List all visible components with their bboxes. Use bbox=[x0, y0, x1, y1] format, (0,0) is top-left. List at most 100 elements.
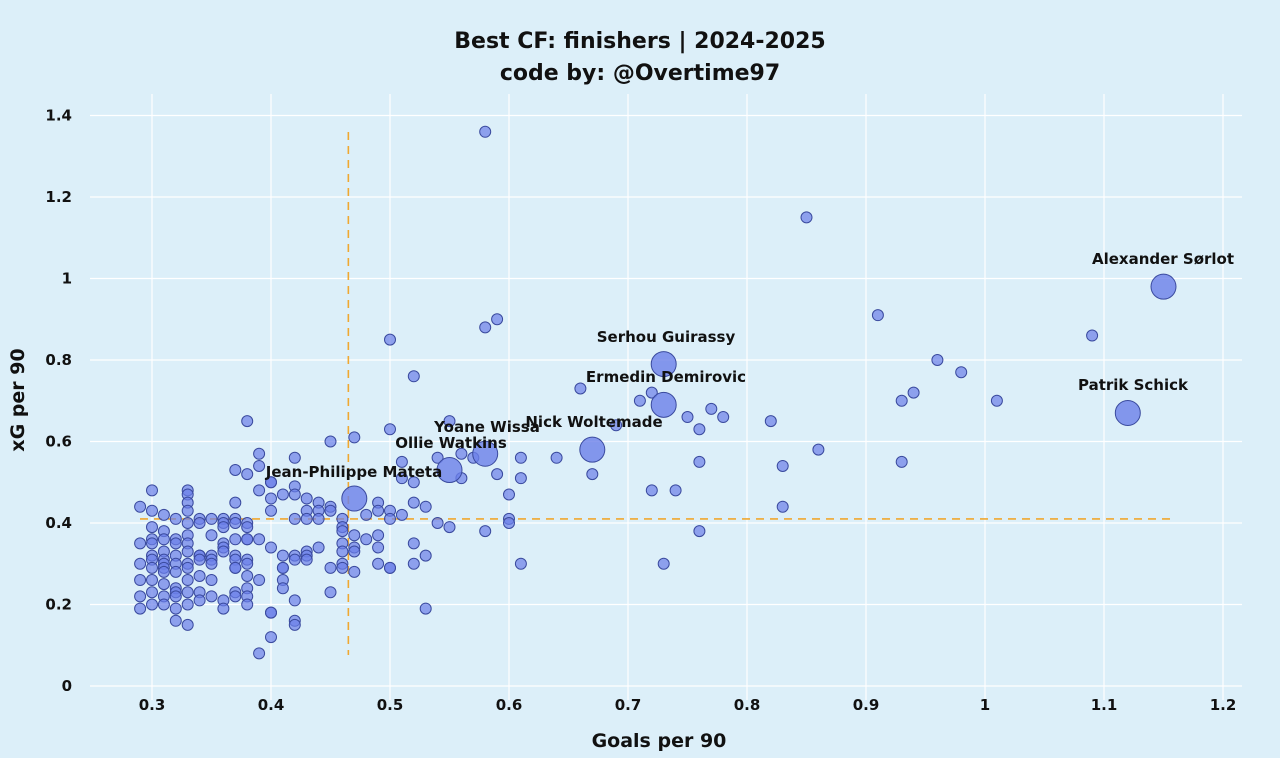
data-point bbox=[395, 472, 408, 485]
data-point bbox=[276, 488, 289, 501]
data-point bbox=[181, 574, 194, 587]
x-axis-label: Goals per 90 bbox=[592, 730, 727, 752]
data-point bbox=[265, 504, 277, 517]
data-point bbox=[336, 525, 349, 538]
highlighted-point bbox=[1114, 399, 1141, 426]
data-point bbox=[288, 618, 301, 631]
data-point bbox=[348, 545, 361, 558]
data-point bbox=[229, 590, 242, 603]
data-point bbox=[395, 455, 408, 468]
data-point bbox=[300, 492, 313, 505]
data-point bbox=[288, 553, 301, 566]
data-point bbox=[276, 549, 289, 562]
x-tick-label: 0.7 bbox=[615, 696, 642, 714]
data-point bbox=[181, 598, 194, 611]
data-point bbox=[990, 394, 1003, 407]
data-point bbox=[431, 517, 444, 529]
data-point bbox=[146, 521, 158, 534]
data-point bbox=[324, 561, 337, 574]
data-point bbox=[1086, 329, 1099, 342]
data-point bbox=[229, 533, 242, 546]
data-point bbox=[241, 598, 254, 611]
data-point bbox=[717, 411, 730, 424]
highlighted-point bbox=[650, 351, 677, 378]
x-tick-label: 0.8 bbox=[734, 696, 761, 714]
data-point bbox=[276, 582, 289, 595]
x-tick-label: 1.2 bbox=[1210, 696, 1237, 714]
data-point bbox=[229, 517, 242, 529]
data-point bbox=[134, 590, 147, 603]
highlighted-point bbox=[472, 440, 499, 467]
data-point bbox=[169, 602, 182, 615]
data-point bbox=[895, 394, 908, 407]
data-point bbox=[657, 557, 670, 570]
x-tick-label: 1.1 bbox=[1091, 696, 1118, 714]
data-point bbox=[241, 557, 254, 570]
data-point bbox=[348, 529, 361, 542]
data-point bbox=[134, 557, 147, 570]
data-point bbox=[419, 549, 432, 562]
data-point bbox=[324, 435, 337, 448]
player-label: Serhou Guirassy bbox=[597, 328, 736, 346]
y-tick-label: 0.8 bbox=[45, 351, 72, 369]
data-point bbox=[217, 602, 230, 615]
player-label: Ollie Watkins bbox=[395, 434, 507, 452]
x-tick-label: 0.5 bbox=[377, 696, 404, 714]
data-point bbox=[360, 508, 373, 521]
data-point bbox=[265, 631, 277, 644]
data-point bbox=[265, 492, 277, 505]
player-label: Ermedin Demirovic bbox=[586, 368, 746, 386]
data-point bbox=[181, 586, 194, 599]
data-point bbox=[169, 614, 182, 627]
data-point bbox=[146, 484, 158, 497]
data-point bbox=[348, 565, 361, 578]
data-point bbox=[372, 557, 385, 570]
data-point bbox=[229, 464, 242, 477]
y-tick-label: 1.2 bbox=[45, 188, 72, 206]
data-point bbox=[312, 541, 325, 554]
data-point bbox=[324, 504, 337, 517]
data-point bbox=[455, 447, 468, 460]
data-point bbox=[157, 508, 170, 521]
data-point bbox=[324, 586, 337, 599]
data-point bbox=[169, 512, 182, 525]
data-point bbox=[276, 561, 289, 574]
data-point bbox=[146, 504, 158, 517]
data-point bbox=[241, 468, 254, 481]
data-point bbox=[669, 484, 682, 497]
data-point bbox=[229, 561, 242, 574]
data-point bbox=[407, 557, 420, 570]
data-point bbox=[395, 508, 408, 521]
data-point bbox=[265, 541, 277, 554]
data-point bbox=[205, 590, 218, 603]
data-point bbox=[443, 415, 456, 428]
data-point bbox=[169, 537, 182, 550]
data-point bbox=[253, 459, 266, 472]
x-tick-label: 0.9 bbox=[853, 696, 880, 714]
data-point bbox=[372, 541, 385, 554]
data-point bbox=[193, 517, 206, 529]
x-tick-label: 0.3 bbox=[139, 696, 166, 714]
data-point bbox=[181, 517, 194, 529]
data-point bbox=[360, 533, 373, 546]
data-point bbox=[157, 533, 170, 546]
data-point bbox=[419, 602, 432, 615]
data-point bbox=[169, 565, 182, 578]
data-point bbox=[146, 561, 158, 574]
data-point bbox=[503, 488, 515, 501]
data-point bbox=[146, 574, 158, 587]
data-point bbox=[407, 496, 420, 509]
data-point bbox=[146, 586, 158, 599]
y-tick-label: 0.2 bbox=[45, 596, 72, 614]
data-point bbox=[134, 602, 147, 615]
data-point bbox=[895, 455, 908, 468]
data-point bbox=[514, 472, 527, 485]
data-point bbox=[205, 574, 218, 587]
data-point bbox=[372, 529, 385, 542]
data-point bbox=[693, 455, 706, 468]
highlighted-point bbox=[341, 485, 368, 512]
data-point bbox=[776, 459, 789, 472]
chart-subtitle: code by: @Overtime97 bbox=[500, 61, 780, 86]
player-label: Yoane Wissa bbox=[433, 418, 540, 436]
